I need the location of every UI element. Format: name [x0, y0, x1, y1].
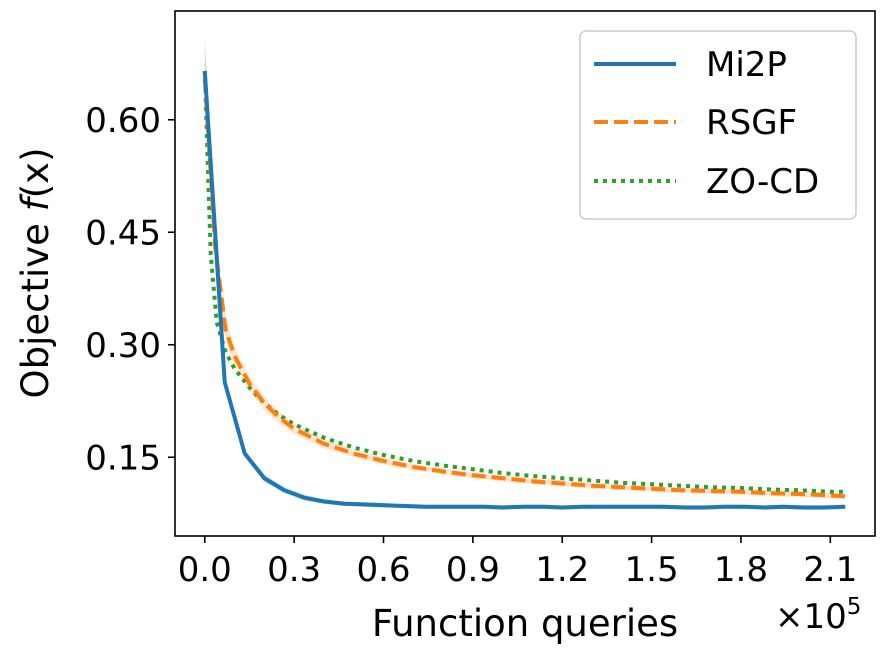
x-tick-label: 1.5	[625, 550, 679, 590]
y-tick-label: 0.45	[85, 213, 161, 253]
x-tick-label: 0.3	[267, 550, 321, 590]
legend-box	[579, 30, 857, 220]
legend-label-zo-cd: ZO-CD	[706, 162, 819, 202]
x-axis-label: Function queries	[372, 602, 678, 645]
y-axis-label-prefix: Objective	[14, 211, 57, 398]
y-tick-label: 0.60	[85, 101, 161, 141]
legend-label-rsgf: RSGF	[706, 103, 797, 143]
x-tick-label: 0.9	[446, 550, 500, 590]
x-offset-exponent: 5	[847, 594, 862, 620]
x-tick-label: 1.2	[535, 550, 589, 590]
series-lines	[202, 70, 846, 510]
series-line-mi2p	[202, 70, 846, 510]
y-axis-label-argument: (x)	[14, 147, 57, 198]
x-offset-base: ×10	[775, 597, 847, 637]
y-tick-label: 0.15	[85, 438, 161, 478]
series-line-rsgf	[202, 78, 846, 499]
x-tick-label: 1.8	[714, 550, 768, 590]
legend-label-mi2p: Mi2P	[706, 45, 787, 85]
x-axis-offset-label: ×105	[775, 594, 861, 637]
axes-frame	[174, 10, 876, 537]
x-axis-ticks: 0.0 0.3 0.6 0.9 1.2 1.5 1.8 2.1	[178, 536, 857, 590]
legend: Mi2P RSGF ZO-CD	[579, 30, 857, 220]
y-tick-label: 0.30	[85, 326, 161, 366]
y-axis-label: Objective f(x)	[14, 147, 57, 398]
x-tick-label: 2.1	[803, 550, 857, 590]
y-axis-ticks: 0.15 0.30 0.45 0.60	[85, 101, 175, 478]
x-tick-label: 0.6	[356, 550, 410, 590]
x-tick-label: 0.0	[178, 550, 232, 590]
